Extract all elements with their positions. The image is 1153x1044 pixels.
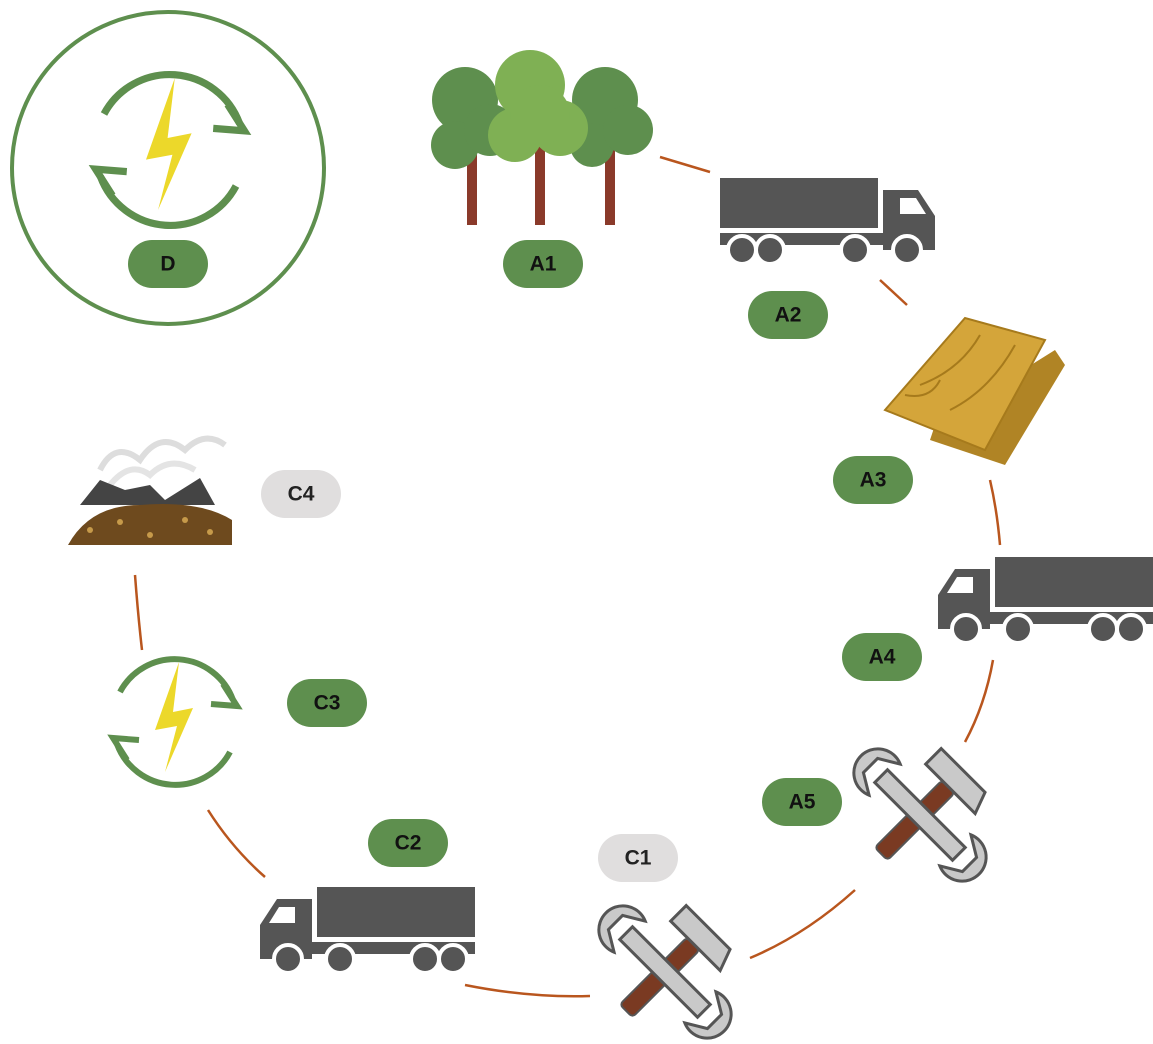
truck-icon [936,555,1153,645]
node-label: A2 [775,304,802,327]
node-label: C3 [314,692,341,715]
tools-icon [587,894,743,1044]
node-label: C4 [288,483,315,506]
node-label: A1 [530,253,557,276]
node-label: C1 [625,847,652,870]
energy-icon [113,659,237,785]
node-label: C2 [395,832,422,855]
energy-icon [96,75,245,226]
node-label: A5 [789,791,816,814]
node-label: D [160,253,175,276]
truck-icon [718,176,937,266]
tools-icon [842,737,998,893]
d-circle [10,10,326,326]
node-label: A4 [869,646,896,669]
wood-icon [883,316,1065,465]
cycle-links [133,155,1002,998]
landfill-icon [68,435,232,545]
truck-icon [258,885,477,975]
node-labels: D A1 A2 A3 A4 A5 C1 C2 C3 C4 [128,240,922,882]
node-label: A3 [860,469,887,492]
trees-icon [431,50,653,225]
